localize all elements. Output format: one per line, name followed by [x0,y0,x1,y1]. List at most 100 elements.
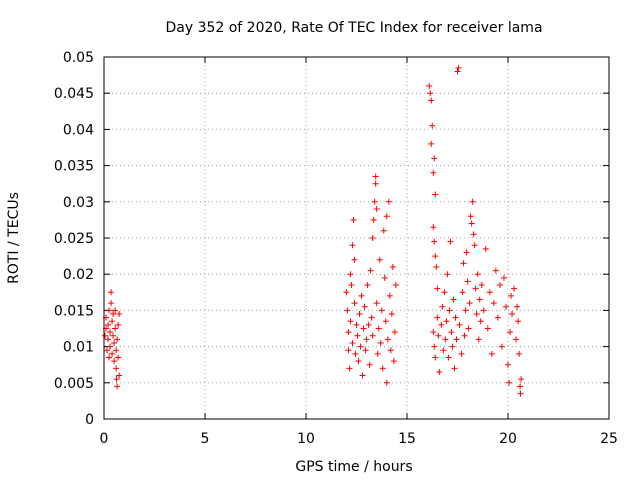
data-point [359,372,366,379]
data-point [464,278,471,285]
x-tick-label: 10 [297,431,315,447]
data-point [448,329,455,336]
data-point [482,245,489,252]
data-point [473,311,480,318]
data-point [475,336,482,343]
data-point [434,285,441,292]
data-point [392,282,399,289]
x-tick-label: 25 [600,431,618,447]
y-tick-label: 0.02 [63,267,94,283]
data-point [470,231,477,238]
data-point [432,253,439,260]
data-point [382,318,389,325]
data-points [102,64,525,397]
data-point [366,361,373,368]
y-tick-label: 0.03 [63,195,94,211]
data-point [388,311,395,318]
data-point [459,289,466,296]
data-point [456,321,463,328]
data-point [108,300,115,307]
data-point [466,300,473,307]
data-point [505,361,511,368]
data-point [105,321,112,328]
data-point [351,256,358,263]
y-tick-label: 0 [85,412,94,428]
data-point [383,379,390,386]
data-point [462,307,469,314]
data-point [458,350,465,357]
data-point [432,354,439,361]
data-point [478,282,485,289]
data-point [440,347,447,354]
data-point [367,267,374,274]
data-point [109,318,116,325]
x-tick-label: 15 [398,431,416,447]
data-point [384,336,391,343]
data-point [113,347,120,354]
data-point [372,173,379,180]
data-point [516,350,523,357]
data-point [455,64,462,71]
data-point [509,311,516,318]
data-point [345,329,352,336]
data-point [106,354,113,361]
data-point [383,213,390,220]
data-point [115,321,122,328]
data-point [452,314,459,321]
data-point [373,206,380,213]
data-point [345,347,352,354]
data-point [515,318,522,325]
data-point [494,314,501,321]
data-point [461,332,468,339]
data-point [450,296,457,303]
data-point [379,365,386,372]
data-point [492,267,499,274]
data-point [350,216,357,223]
data-point [454,68,461,75]
data-point [115,354,122,361]
data-point [480,307,487,314]
data-point [110,311,117,318]
data-point [511,285,518,292]
data-point [474,271,481,278]
grid-lines [104,57,609,419]
y-axis-label: ROTI / TECUs [6,192,22,284]
data-point [438,321,445,328]
data-point [105,336,112,343]
data-point [370,216,377,223]
data-point [377,339,384,346]
data-point [112,325,119,332]
data-point [116,311,123,318]
data-point [356,311,363,318]
data-point [385,198,392,205]
data-point [113,376,120,383]
data-point [431,238,438,245]
data-point [488,350,495,357]
data-point [349,339,356,346]
data-point [453,336,460,343]
data-point [518,376,525,383]
data-point [390,358,397,365]
data-point [369,332,376,339]
data-point [347,318,354,325]
data-point [109,350,116,357]
data-point [428,97,435,104]
data-point [374,350,381,357]
data-point [114,336,121,343]
data-point [436,368,443,375]
data-point [107,329,114,336]
data-point [358,292,365,299]
data-point [371,198,378,205]
data-point [467,213,474,220]
data-point [375,325,382,332]
data-point [386,292,393,299]
data-point [360,325,367,332]
data-point [112,307,119,314]
data-point [369,235,376,241]
data-point [357,343,364,350]
data-point [430,169,437,176]
y-tick-label: 0.005 [54,376,94,392]
data-point [362,347,369,354]
data-point [433,263,440,270]
